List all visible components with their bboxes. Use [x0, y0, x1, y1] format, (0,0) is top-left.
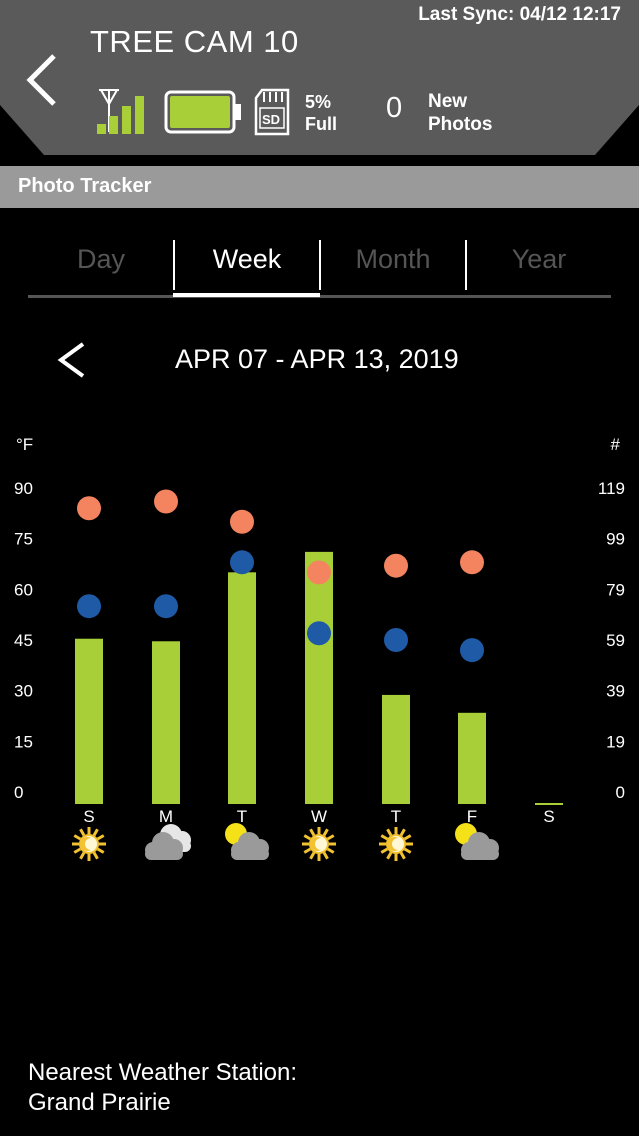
- weather-station-label: Nearest Weather Station:: [28, 1059, 298, 1086]
- sun-icon: [302, 827, 336, 861]
- left-tick-label: 75: [14, 530, 33, 549]
- photo-count-bar: [382, 694, 410, 804]
- date-range: APR 07 - APR 13, 2019: [175, 344, 459, 374]
- left-axis-unit: °F: [16, 435, 33, 454]
- partly-cloudy-icon: [455, 823, 499, 860]
- tab-week[interactable]: Week: [212, 244, 282, 274]
- high-temp-point: [77, 496, 101, 521]
- sd-label: SD: [262, 112, 281, 127]
- photo-weather-chart: °F #90 75 60 45 30 15 0 119 99 79 59 39 19 0 S M T W T F S: [14, 435, 625, 861]
- new-label-line1: New: [428, 91, 468, 112]
- high-temp-point: [154, 489, 178, 514]
- day-label: S: [83, 807, 94, 826]
- day-label: S: [543, 807, 554, 826]
- tab-divider: [173, 240, 175, 290]
- weather-station: Nearest Weather Station: Grand Prairie: [28, 1058, 297, 1118]
- day-label: F: [467, 807, 477, 826]
- low-temp-point: [154, 594, 178, 619]
- low-temp-point: [77, 594, 101, 619]
- previous-week-button[interactable]: [55, 340, 95, 380]
- left-tick-label: 45: [14, 631, 33, 650]
- active-tab-indicator: [173, 293, 320, 297]
- signal-icon: [97, 89, 144, 134]
- right-tick-label: 39: [606, 682, 625, 701]
- chevron-left-icon: [26, 54, 56, 106]
- sd-percent: 5%: [305, 92, 332, 112]
- left-tick-label: 30: [14, 682, 33, 701]
- camera-name: TREE CAM 10: [90, 24, 299, 59]
- right-tick-label: 0: [616, 783, 625, 802]
- period-tabs: Day Week Month Year: [28, 232, 611, 298]
- right-tick-label: 19: [606, 732, 625, 751]
- high-temp-point: [460, 550, 484, 575]
- last-sync: Last Sync: 04/12 12:17: [418, 4, 621, 25]
- low-temp-point: [230, 550, 254, 575]
- back-button[interactable]: [22, 50, 62, 110]
- right-tick-label: 59: [606, 631, 625, 650]
- low-temp-point: [460, 638, 484, 663]
- left-tick-label: 60: [14, 580, 33, 599]
- left-tick-label: 0: [14, 783, 23, 802]
- tab-year[interactable]: Year: [511, 244, 567, 274]
- sun-icon: [379, 827, 413, 861]
- left-tick-label: 15: [14, 732, 33, 751]
- day-label: W: [311, 807, 327, 826]
- photo-count-bar: [75, 638, 103, 804]
- photo-count-bar: [305, 551, 333, 804]
- photo-count-bar: [228, 572, 256, 804]
- tab-divider: [319, 240, 321, 290]
- section-title-bar: Photo Tracker: [0, 166, 639, 208]
- day-label: M: [159, 807, 173, 826]
- new-photo-count: 0: [386, 92, 403, 124]
- weather-station-name: Grand Prairie: [28, 1089, 171, 1116]
- battery-icon: [164, 90, 241, 134]
- new-label-line2: Photos: [428, 114, 493, 135]
- sd-usage: 5% Full: [305, 91, 337, 135]
- chevron-left-icon: [57, 342, 85, 378]
- photo-count-bar: [152, 641, 180, 804]
- tab-day[interactable]: Day: [76, 244, 125, 274]
- photo-count-bar: [458, 712, 486, 804]
- tab-divider: [465, 240, 467, 290]
- sd-full-label: Full: [305, 114, 337, 134]
- right-tick-label: 79: [606, 580, 625, 599]
- section-title: Photo Tracker: [18, 175, 152, 197]
- right-tick-label: 99: [606, 530, 625, 549]
- left-tick-label: 90: [14, 479, 33, 498]
- right-tick-label: 119: [598, 479, 625, 498]
- high-temp-point: [384, 553, 408, 578]
- day-label: T: [237, 807, 247, 826]
- low-temp-point: [384, 628, 408, 652]
- new-photos-label: New Photos: [428, 90, 492, 136]
- day-label: T: [391, 807, 401, 826]
- header-background: [0, 0, 639, 155]
- high-temp-point: [230, 509, 254, 534]
- sun-icon: [72, 827, 106, 861]
- partly-cloudy-icon: [225, 823, 269, 860]
- tab-month[interactable]: Month: [355, 244, 431, 274]
- sd-card-icon: [254, 88, 290, 136]
- cloudy-icon: [145, 824, 191, 860]
- high-temp-point: [307, 560, 331, 585]
- low-temp-point: [307, 621, 331, 646]
- right-axis-unit: #: [611, 435, 621, 454]
- header: TREE CAM 10 Last Sync: 04/12 12:17 SD 5%…: [0, 0, 639, 155]
